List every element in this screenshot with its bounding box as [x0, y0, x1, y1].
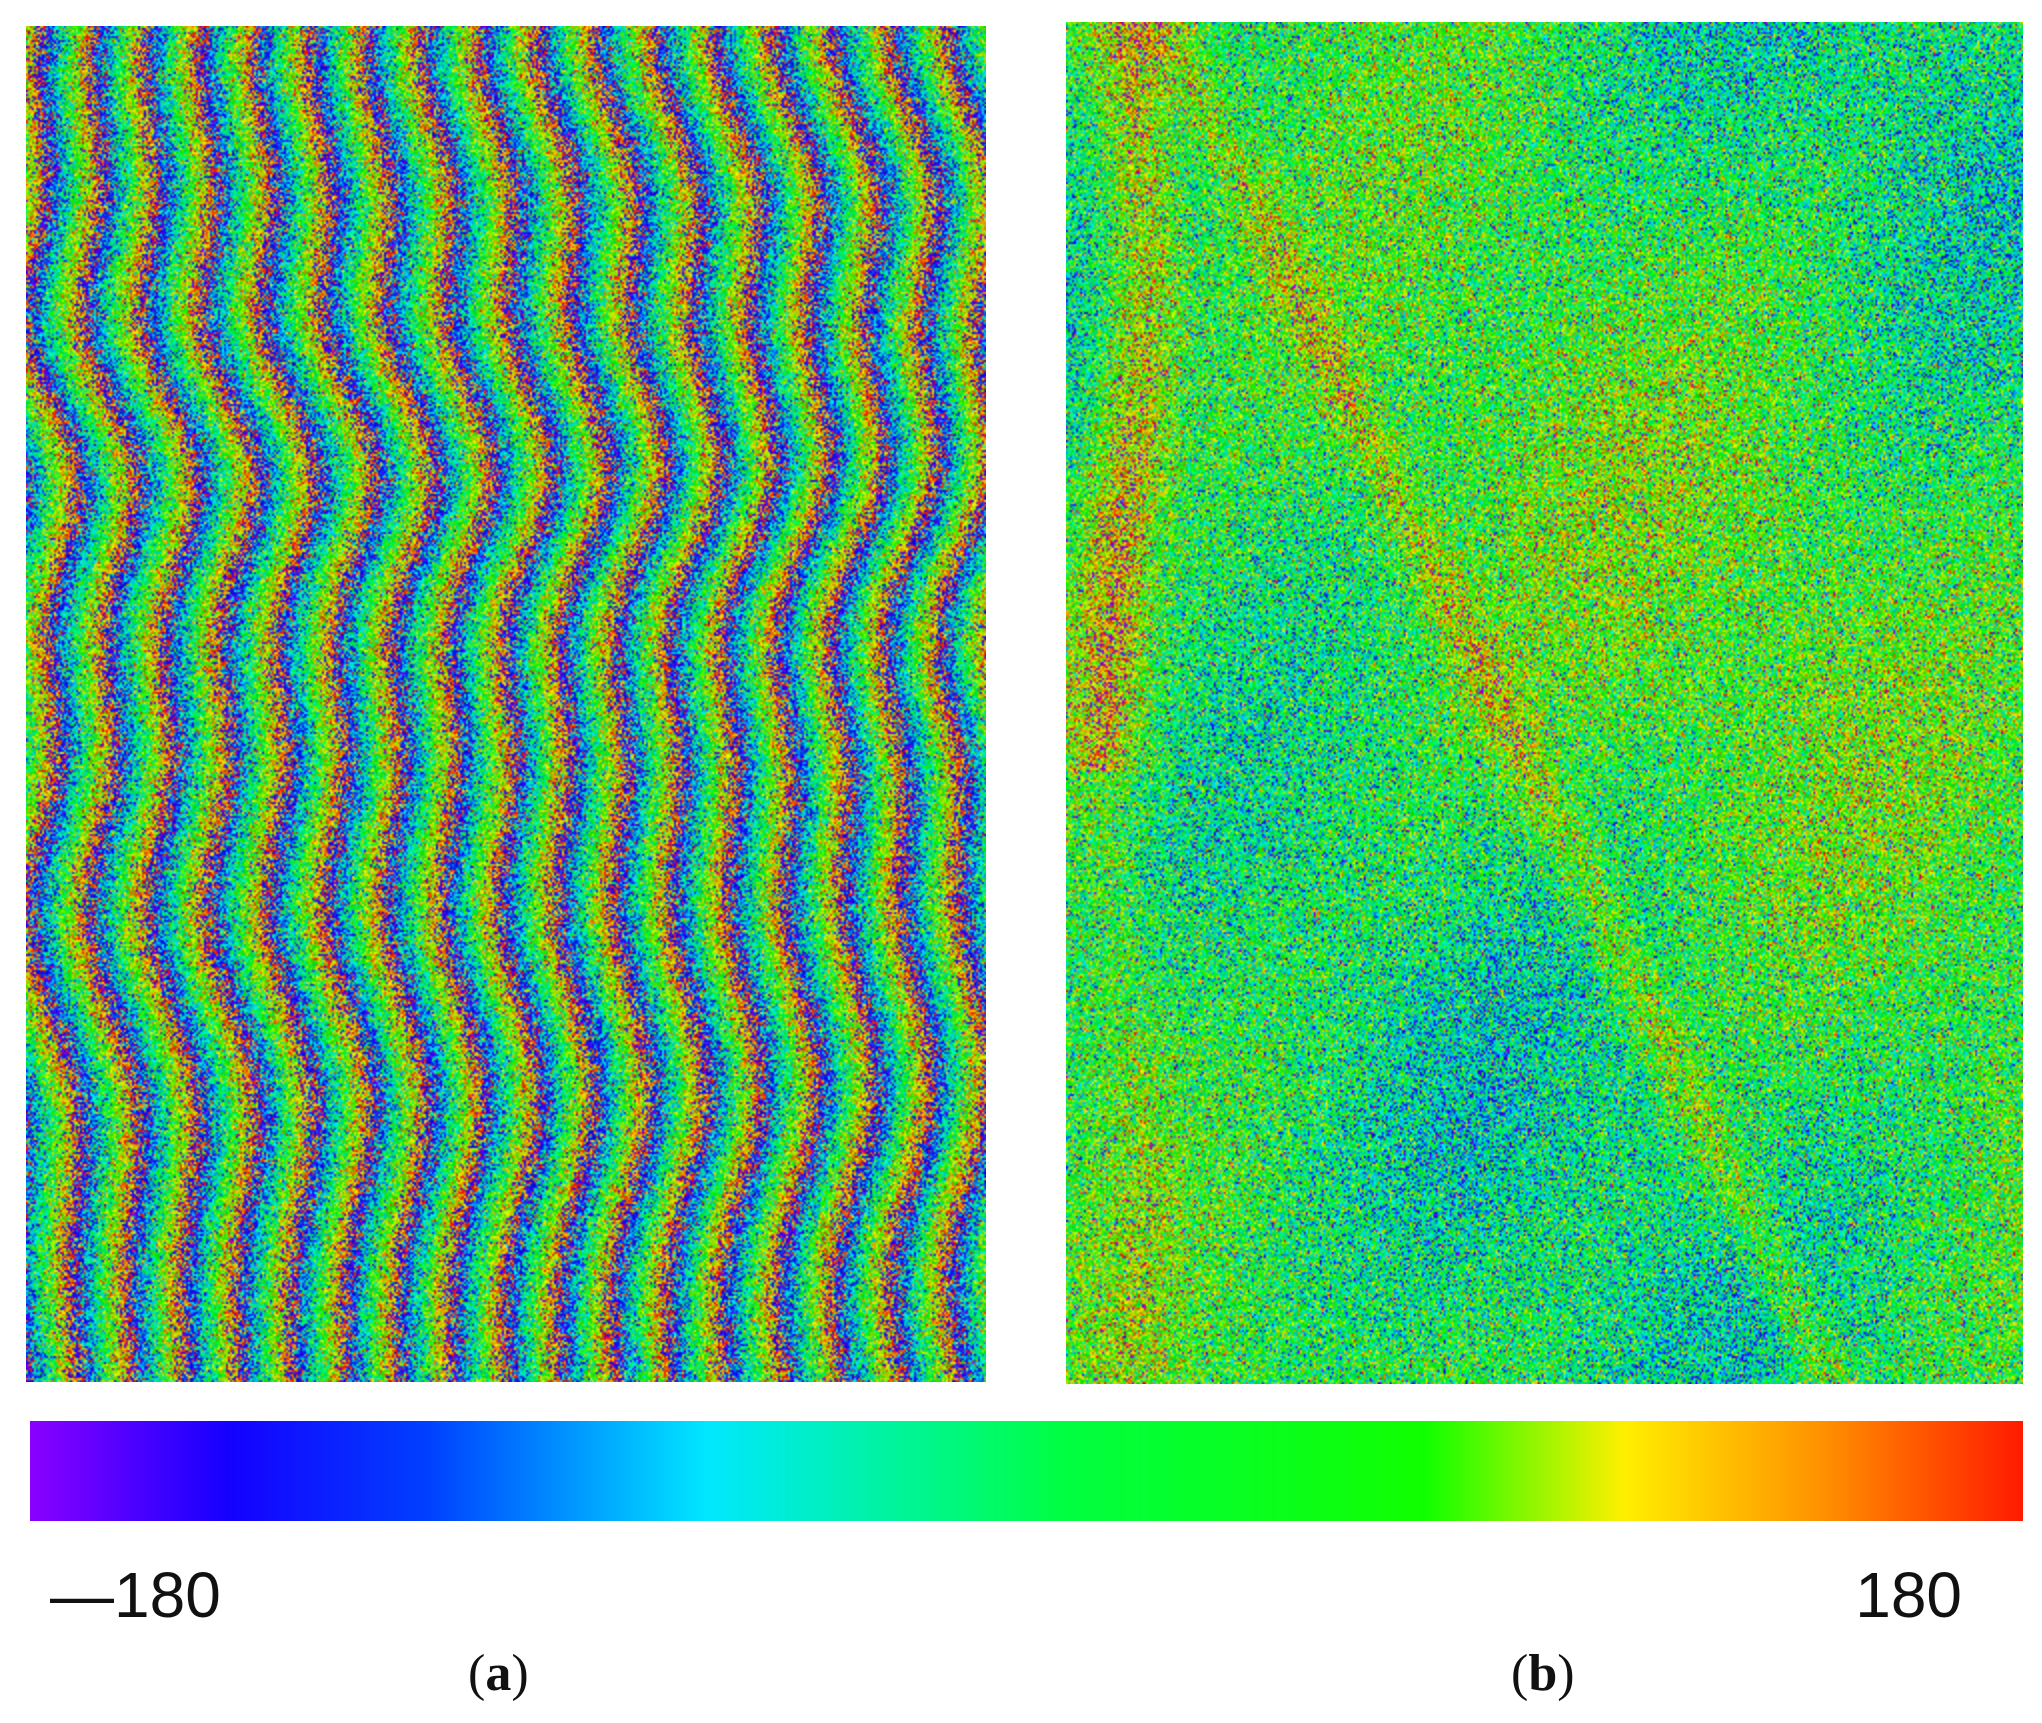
caption-b-close: ) — [1557, 1645, 1575, 1702]
phase-colorbar — [30, 1421, 2023, 1521]
colorbar-min-label: —180 — [50, 1559, 221, 1631]
caption-b-letter: b — [1528, 1645, 1558, 1702]
caption-a-close: ) — [511, 1645, 529, 1702]
interferogram-panel-b — [1066, 22, 2023, 1384]
colorbar-gradient — [30, 1421, 2023, 1521]
caption-a-letter: a — [485, 1645, 512, 1702]
caption-b-open: ( — [1511, 1645, 1529, 1702]
caption-b: (b) — [1511, 1648, 1575, 1700]
interferogram-panel-a — [26, 26, 986, 1382]
caption-a: (a) — [468, 1648, 529, 1700]
colorbar-max-label: 180 — [1855, 1559, 1962, 1631]
caption-a-open: ( — [468, 1645, 486, 1702]
